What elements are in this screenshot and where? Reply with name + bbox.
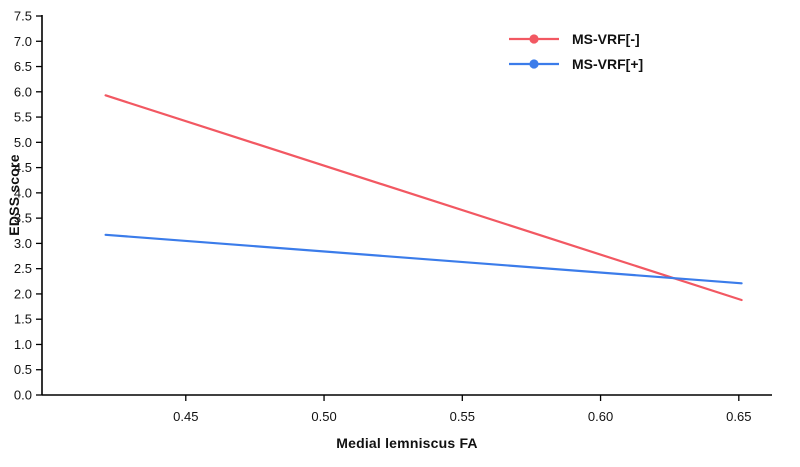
y-tick-label: 5.5 [14, 110, 32, 125]
y-tick-label: 4.0 [14, 185, 32, 200]
y-tick-label: 4.5 [14, 160, 32, 175]
y-tick-label: 1.5 [14, 312, 32, 327]
y-axis-title: EDSS score [6, 154, 22, 236]
y-tick-label: 1.0 [14, 337, 32, 352]
legend-marker-icon [509, 59, 559, 69]
y-tick-label: 6.5 [14, 59, 32, 74]
legend-marker-icon [509, 34, 559, 44]
y-tick-label: 0.0 [14, 388, 32, 403]
x-tick-label: 0.55 [450, 409, 475, 424]
legend-item-0: MS-VRF[-] [508, 30, 643, 48]
y-tick-label: 2.5 [14, 261, 32, 276]
legend: MS-VRF[-] MS-VRF[+] [508, 30, 643, 73]
y-tick-label: 6.0 [14, 84, 32, 99]
y-tick-label: 3.0 [14, 236, 32, 251]
y-tick-label: 7.5 [14, 9, 32, 24]
x-tick-label: 0.50 [311, 409, 336, 424]
series-line-0 [104, 94, 743, 302]
legend-label: MS-VRF[+] [572, 56, 644, 72]
x-tick-label: 0.65 [726, 409, 751, 424]
series-line-1 [104, 233, 743, 285]
x-tick-label: 0.60 [588, 409, 613, 424]
x-axis-title: Medial lemniscus FA [336, 435, 478, 451]
x-tick-label: 0.45 [173, 409, 198, 424]
y-tick-label: 3.5 [14, 211, 32, 226]
y-tick-label: 5.0 [14, 135, 32, 150]
y-tick-label: 2.0 [14, 286, 32, 301]
legend-label: MS-VRF[-] [572, 31, 640, 47]
legend-item-1: MS-VRF[+] [508, 55, 643, 73]
y-tick-label: 7.0 [14, 34, 32, 49]
y-tick-label: 0.5 [14, 362, 32, 377]
